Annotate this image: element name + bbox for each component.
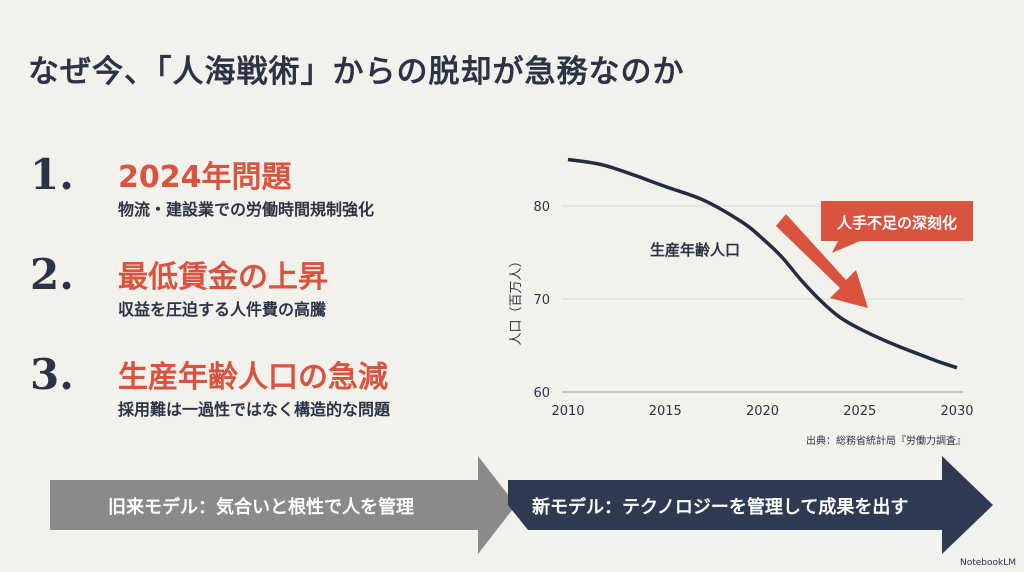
x-tick-label: 2015 [649, 404, 682, 419]
item-number: 2. [30, 250, 74, 299]
x-tick-label: 2020 [746, 404, 779, 419]
item-subtext: 採用難は一過性ではなく構造的な問題 [118, 400, 391, 419]
item-heading: 2024年問題 [118, 160, 292, 195]
old-model-arrow [50, 456, 516, 554]
y-axis-label: 人口（百万人） [509, 254, 524, 345]
y-tick-label: 70 [533, 293, 550, 308]
series-line [567, 157, 958, 370]
y-tick-label: 80 [533, 200, 550, 215]
new-model-arrow [508, 456, 993, 554]
x-tick-label: 2010 [551, 404, 584, 419]
brand-logo: NotebookLM [959, 558, 1016, 568]
decline-arrow [776, 214, 868, 308]
annotation-text: 人手不足の深刻化 [837, 214, 957, 232]
item-subtext: 収益を圧迫する人件費の高騰 [118, 300, 327, 319]
item-number: 3. [30, 350, 74, 399]
page-title: なぜ今、「人海戦術」からの脱却が急務なのか [28, 54, 685, 90]
old-model-label: 旧来モデル：気合いと根性で人を管理 [108, 497, 414, 518]
series-label: 生産年齢人口 [650, 241, 740, 259]
annotation-callout: 人手不足の深刻化 [821, 201, 973, 253]
y-tick-label: 60 [533, 386, 550, 401]
item-number: 1. [30, 150, 74, 199]
item-heading: 最低賃金の上昇 [118, 260, 328, 295]
x-tick-label: 2030 [940, 404, 973, 419]
item-subtext: 物流・建設業での労働時間規制強化 [118, 200, 375, 219]
item-heading: 生産年齢人口の急減 [118, 360, 388, 395]
chart-source: 出典：総務省統計局『労働力調査』 [806, 436, 966, 447]
x-tick-label: 2025 [843, 404, 876, 419]
new-model-label: 新モデル：テクノロジーを管理して成果を出す [532, 497, 909, 518]
